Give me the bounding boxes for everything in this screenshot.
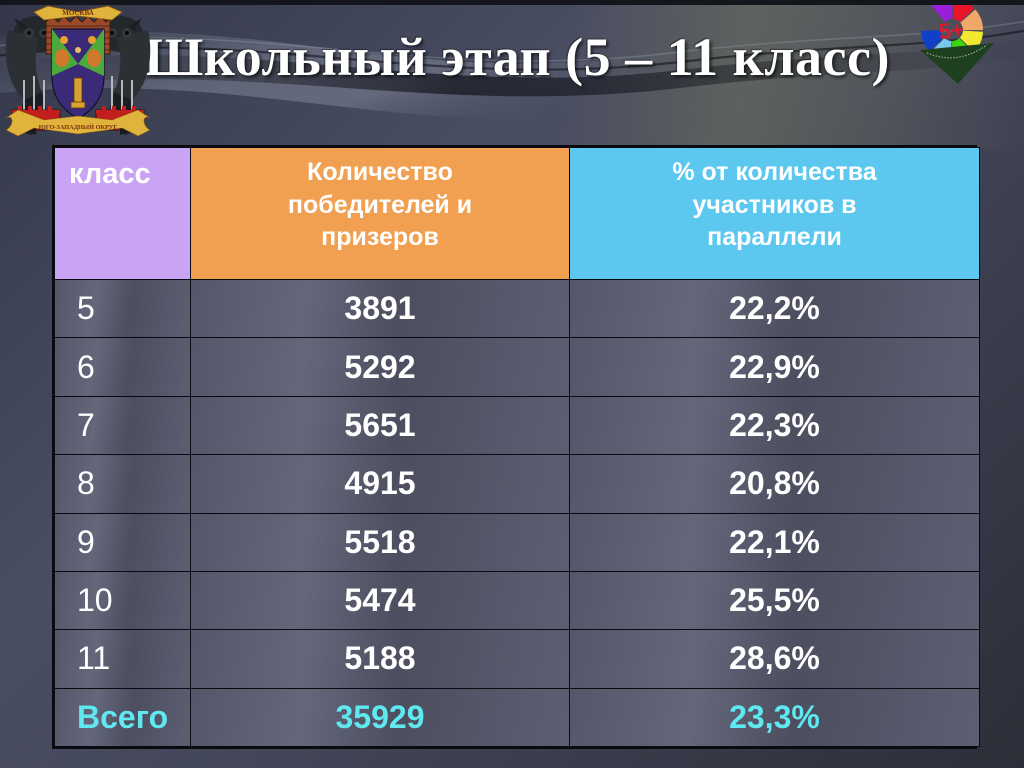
svg-text:МОСКВА: МОСКВА [62, 9, 94, 17]
svg-text:5+: 5+ [937, 17, 965, 44]
svg-text:ЮГО-ЗАПАДНЫЙ ОКРУГ: ЮГО-ЗАПАДНЫЙ ОКРУГ [39, 123, 118, 131]
